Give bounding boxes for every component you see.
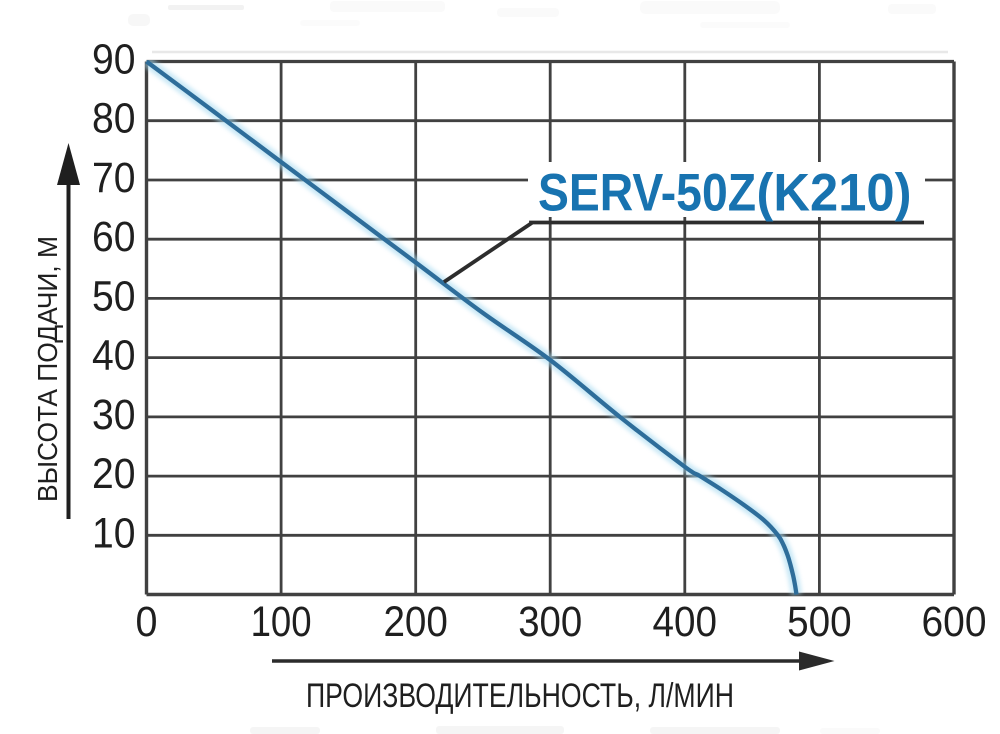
svg-text:40: 40 [92,332,136,380]
svg-text:200: 200 [383,598,448,646]
svg-text:50: 50 [92,272,136,320]
svg-text:20: 20 [92,450,136,498]
svg-text:80: 80 [92,95,136,143]
svg-text:10: 10 [92,509,136,557]
svg-text:30: 30 [92,391,136,439]
svg-text:400: 400 [653,598,718,646]
svg-text:600: 600 [922,598,987,646]
svg-text:SERV-50Z(K210): SERV-50Z(K210) [538,164,912,223]
svg-text:0: 0 [136,598,158,646]
svg-text:70: 70 [92,154,136,202]
svg-text:60: 60 [92,213,136,261]
svg-text:ВЫСОТА ПОДАЧИ, М: ВЫСОТА ПОДАЧИ, М [32,236,63,502]
svg-text:90: 90 [92,36,136,84]
svg-text:300: 300 [518,598,582,646]
svg-text:500: 500 [787,598,852,646]
svg-text:ПРОИЗВОДИТЕЛЬНОСТЬ, Л/МИН: ПРОИЗВОДИТЕЛЬНОСТЬ, Л/МИН [306,677,734,715]
svg-text:100: 100 [251,598,312,646]
